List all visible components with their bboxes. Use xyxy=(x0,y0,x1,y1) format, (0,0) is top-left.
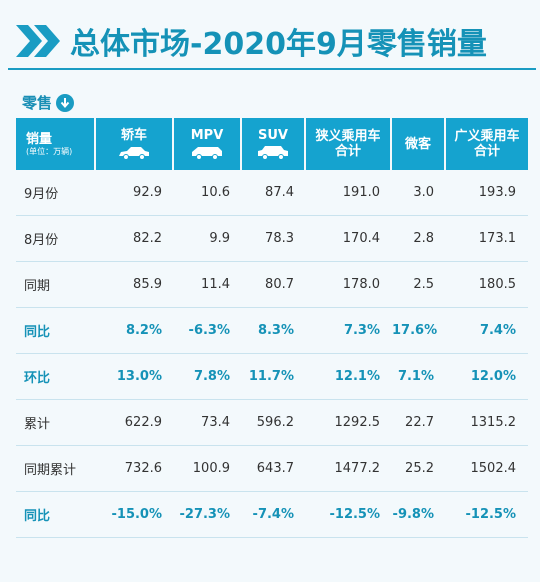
row-label: 累计 xyxy=(24,417,51,432)
table-cell: 11.7% xyxy=(248,369,294,384)
table-cell: 78.3 xyxy=(265,231,294,246)
table-cell: 180.5 xyxy=(478,277,516,292)
table-cell: 2.5 xyxy=(413,277,434,292)
table-cell: -12.5% xyxy=(329,507,381,522)
table-cell: 80.7 xyxy=(265,277,294,292)
table-cell: -6.3% xyxy=(188,323,230,338)
table-cell: 173.1 xyxy=(478,231,516,246)
header-label: 销量 xyxy=(26,131,53,147)
header-cell-narrow-total: 狭义乘用车 合计 xyxy=(306,118,392,170)
table-row: 同比 8.2% -6.3% 8.3% 7.3% 17.6% 7.4% xyxy=(16,308,528,354)
table-cell: 7.1% xyxy=(397,369,434,384)
table-cell: 1502.4 xyxy=(470,461,517,476)
header-label: 狭义乘用车 xyxy=(315,129,381,144)
table-row: 同期累计 732.6 100.9 643.7 1477.2 25.2 1502.4 xyxy=(16,446,528,492)
header-label-line2: 合计 xyxy=(334,144,361,159)
table-row: 8月份 82.2 9.9 78.3 170.4 2.8 173.1 xyxy=(16,216,528,262)
table-cell: 596.2 xyxy=(256,415,294,430)
table-cell: 87.4 xyxy=(265,185,294,200)
sales-table: 销量 (单位：万辆) 轿车 MPV SUV xyxy=(16,118,528,538)
table-cell: -15.0% xyxy=(111,507,163,522)
table-cell: 8.2% xyxy=(125,323,162,338)
table-cell: 170.4 xyxy=(342,231,380,246)
table-cell: -9.8% xyxy=(392,507,434,522)
table-cell: 1477.2 xyxy=(334,461,381,476)
table-row: 同比 -15.0% -27.3% -7.4% -12.5% -9.8% -12.5% xyxy=(16,492,528,538)
table-cell: 11.4 xyxy=(201,277,230,292)
table-cell: 643.7 xyxy=(256,461,294,476)
table-cell: 85.9 xyxy=(133,277,162,292)
header-cell-sales: 销量 (单位：万辆) xyxy=(16,118,96,170)
table-cell: 9.9 xyxy=(209,231,230,246)
table-cell: 1292.5 xyxy=(334,415,381,430)
table-cell: 25.2 xyxy=(405,461,434,476)
table-cell: -12.5% xyxy=(465,507,517,522)
mpv-icon xyxy=(192,147,222,160)
header-cell-minivan: 微客 xyxy=(392,118,446,170)
table-cell: 10.6 xyxy=(201,185,230,200)
table-cell: 193.9 xyxy=(478,185,516,200)
table-cell: 12.1% xyxy=(334,369,380,384)
table-row: 累计 622.9 73.4 596.2 1292.5 22.7 1315.2 xyxy=(16,400,528,446)
table-cell: 12.0% xyxy=(470,369,516,384)
row-label: 同期 xyxy=(24,279,51,294)
table-cell: 622.9 xyxy=(124,415,162,430)
header-cell-suv: SUV xyxy=(242,118,306,170)
row-label: 8月份 xyxy=(24,233,59,248)
header-label: MPV xyxy=(190,128,224,143)
sedan-icon xyxy=(119,147,149,160)
table-cell: 191.0 xyxy=(342,185,380,200)
table-cell: 8.3% xyxy=(257,323,294,338)
header-label: 微客 xyxy=(404,136,431,152)
title-divider xyxy=(8,68,536,70)
table-cell: 3.0 xyxy=(413,185,434,200)
arrow-down-icon xyxy=(56,93,75,112)
table-cell: 22.7 xyxy=(405,415,434,430)
table-header: 销量 (单位：万辆) 轿车 MPV SUV xyxy=(16,118,528,170)
row-label: 环比 xyxy=(24,371,51,386)
table-cell: 82.2 xyxy=(133,231,162,246)
table-cell: 92.9 xyxy=(133,185,162,200)
section-header: 零售 xyxy=(22,92,75,113)
double-chevron-icon xyxy=(16,25,60,57)
table-cell: 732.6 xyxy=(124,461,162,476)
table-cell: 178.0 xyxy=(342,277,380,292)
table-cell: 73.4 xyxy=(201,415,230,430)
table-cell: 1315.2 xyxy=(470,415,517,430)
header-cell-broad-total: 广义乘用车 合计 xyxy=(446,118,528,170)
table-row: 环比 13.0% 7.8% 11.7% 12.1% 7.1% 12.0% xyxy=(16,354,528,400)
header-unit: (单位：万辆) xyxy=(26,146,73,156)
table-cell: 7.4% xyxy=(479,323,516,338)
row-label: 同比 xyxy=(24,509,51,524)
title-bar: 总体市场-2020年9月零售销量 xyxy=(14,18,534,64)
header-cell-sedan: 轿车 xyxy=(96,118,174,170)
row-label: 9月份 xyxy=(24,187,59,202)
table-body: 9月份 92.9 10.6 87.4 191.0 3.0 193.9 8月份 82.2 9.9 78… xyxy=(16,170,528,538)
table-row: 9月份 92.9 10.6 87.4 191.0 3.0 193.9 xyxy=(16,170,528,216)
table-cell: 7.8% xyxy=(193,369,230,384)
table-cell: -7.4% xyxy=(252,507,294,522)
header-label: 广义乘用车 xyxy=(454,129,520,144)
header-label-line2: 合计 xyxy=(473,144,500,159)
table-cell: 13.0% xyxy=(116,369,162,384)
header-label: 轿车 xyxy=(120,128,147,143)
table-cell: 7.3% xyxy=(343,323,380,338)
section-label: 零售 xyxy=(22,94,53,112)
table-cell: 17.6% xyxy=(392,323,438,338)
header-cell-mpv: MPV xyxy=(174,118,242,170)
header-label: SUV xyxy=(258,128,288,143)
table-row: 同期 85.9 11.4 80.7 178.0 2.5 180.5 xyxy=(16,262,528,308)
row-label: 同比 xyxy=(24,325,51,340)
table-cell: 2.8 xyxy=(413,231,434,246)
table-cell: 100.9 xyxy=(192,461,230,476)
suv-icon xyxy=(258,146,288,160)
page-title: 总体市场-2020年9月零售销量 xyxy=(70,27,487,62)
table-cell: -27.3% xyxy=(179,507,231,522)
row-label: 同期累计 xyxy=(24,463,77,478)
